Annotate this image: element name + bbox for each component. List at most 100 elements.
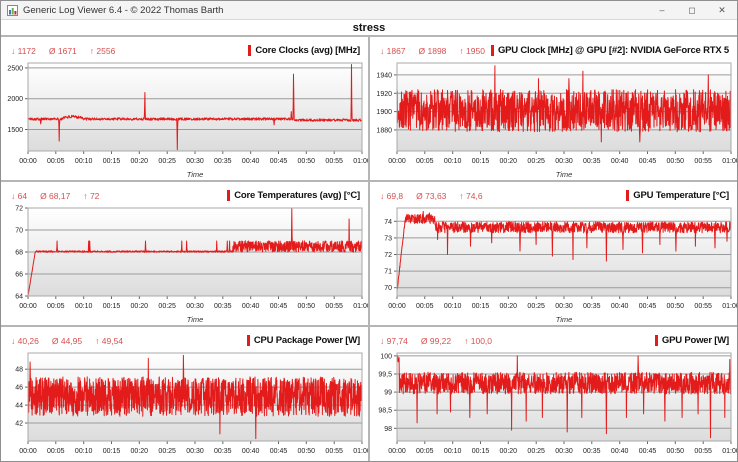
svg-text:00:15: 00:15 bbox=[103, 158, 121, 165]
window-controls: – ◻ ✕ bbox=[647, 1, 737, 19]
svg-text:Time: Time bbox=[556, 315, 573, 324]
stat-min: ↓ 69,8 bbox=[380, 190, 404, 201]
svg-text:71: 71 bbox=[384, 269, 392, 276]
app-icon bbox=[7, 4, 18, 16]
svg-text:00:55: 00:55 bbox=[694, 303, 712, 310]
svg-text:00:00: 00:00 bbox=[388, 448, 406, 455]
svg-text:00:15: 00:15 bbox=[103, 448, 121, 455]
svg-text:00:20: 00:20 bbox=[131, 448, 149, 455]
chart-legend: CPU Package Power [W] bbox=[246, 335, 360, 346]
svg-text:01:00: 01:00 bbox=[353, 303, 368, 310]
window-title: Generic Log Viewer 6.4 - © 2022 Thomas B… bbox=[23, 4, 224, 16]
chart-title: GPU Power [W] bbox=[661, 335, 729, 346]
legend-color-bar bbox=[246, 335, 250, 346]
svg-text:00:40: 00:40 bbox=[611, 303, 629, 310]
svg-text:00:45: 00:45 bbox=[270, 448, 288, 455]
svg-text:00:50: 00:50 bbox=[667, 448, 685, 455]
svg-text:70: 70 bbox=[384, 285, 392, 292]
svg-text:00:35: 00:35 bbox=[214, 448, 232, 455]
svg-text:00:25: 00:25 bbox=[527, 158, 545, 165]
stat-avg: Ø 68,17 bbox=[40, 190, 71, 201]
svg-text:00:30: 00:30 bbox=[186, 448, 204, 455]
svg-text:46: 46 bbox=[15, 385, 23, 392]
svg-text:01:00: 01:00 bbox=[722, 448, 737, 455]
svg-text:44: 44 bbox=[15, 403, 23, 410]
svg-text:00:25: 00:25 bbox=[527, 448, 545, 455]
minimize-button[interactable]: – bbox=[659, 5, 665, 15]
svg-text:74: 74 bbox=[384, 219, 392, 226]
chart-header: ↓ 1867 Ø 1898 ↑ 1950 GPU Clock [MHz] @ G… bbox=[370, 37, 737, 58]
legend-color-bar bbox=[248, 45, 252, 56]
svg-text:68: 68 bbox=[15, 250, 23, 257]
chart-plot-gpu-temperature[interactable]: 70 71 72 73 74 00:00 00:05 00:10 00:15 00:20 00:25… bbox=[370, 205, 737, 325]
svg-text:1880: 1880 bbox=[376, 127, 392, 134]
svg-text:Time: Time bbox=[187, 460, 204, 462]
chart-plot-gpu-power[interactable]: 98 98,5 99 99,5 100 00:00 00:05 00:10 00:15 00:20… bbox=[370, 350, 737, 462]
chart-panel-core-clocks: ↓ 1172 Ø 1671 ↑ 2556 Core Clocks (avg) [… bbox=[1, 37, 368, 180]
svg-text:00:45: 00:45 bbox=[270, 158, 288, 165]
svg-text:66: 66 bbox=[15, 272, 23, 279]
legend-color-bar bbox=[227, 190, 231, 201]
close-button[interactable]: ✕ bbox=[718, 4, 726, 15]
svg-text:00:30: 00:30 bbox=[186, 303, 204, 310]
svg-text:00:30: 00:30 bbox=[555, 303, 573, 310]
svg-text:00:00: 00:00 bbox=[388, 158, 406, 165]
svg-text:00:25: 00:25 bbox=[158, 448, 176, 455]
svg-text:00:55: 00:55 bbox=[694, 448, 712, 455]
svg-text:00:15: 00:15 bbox=[472, 448, 490, 455]
chart-plot-gpu-clock[interactable]: 1880 1900 1920 1940 00:00 00:05 00:10 00:15 00:2… bbox=[370, 60, 737, 180]
svg-text:00:45: 00:45 bbox=[639, 448, 657, 455]
legend-color-bar bbox=[626, 190, 630, 201]
svg-text:00:45: 00:45 bbox=[639, 158, 657, 165]
stat-min: ↓ 64 bbox=[11, 190, 28, 201]
svg-text:00:00: 00:00 bbox=[19, 158, 37, 165]
stat-avg: Ø 73,63 bbox=[416, 190, 447, 201]
svg-text:2500: 2500 bbox=[7, 65, 23, 72]
svg-text:00:20: 00:20 bbox=[500, 158, 518, 165]
svg-text:00:50: 00:50 bbox=[667, 303, 685, 310]
chart-stats: ↓ 1867 Ø 1898 ↑ 1950 bbox=[380, 46, 485, 56]
chart-plot-core-temperatures[interactable]: 64 66 68 70 72 00:00 00:05 00:10 00:15 00:20 00:25… bbox=[1, 205, 368, 325]
svg-text:00:40: 00:40 bbox=[242, 448, 260, 455]
svg-text:01:00: 01:00 bbox=[722, 303, 737, 310]
chart-title: GPU Clock [MHz] @ GPU [#2]: NVIDIA GeFor… bbox=[497, 45, 729, 56]
svg-text:00:05: 00:05 bbox=[416, 448, 434, 455]
svg-text:Time: Time bbox=[556, 170, 573, 179]
svg-text:00:40: 00:40 bbox=[611, 448, 629, 455]
svg-text:00:10: 00:10 bbox=[75, 303, 93, 310]
chart-title: Core Clocks (avg) [MHz] bbox=[255, 45, 360, 56]
chart-stats: ↓ 1172 Ø 1671 ↑ 2556 bbox=[11, 46, 115, 56]
svg-text:00:50: 00:50 bbox=[298, 448, 316, 455]
svg-text:00:20: 00:20 bbox=[500, 303, 518, 310]
chart-header: ↓ 97,74 Ø 99,22 ↑ 100,0 GPU Power [W] bbox=[370, 327, 737, 348]
chart-header: ↓ 1172 Ø 1671 ↑ 2556 Core Clocks (avg) [… bbox=[1, 37, 368, 58]
svg-text:00:05: 00:05 bbox=[47, 158, 65, 165]
chart-plot-cpu-package-power[interactable]: 42 44 46 48 00:00 00:05 00:10 00:15 00:20 00:25 00… bbox=[1, 350, 368, 462]
svg-text:1500: 1500 bbox=[7, 127, 23, 134]
svg-text:1920: 1920 bbox=[376, 91, 392, 98]
stat-max: ↑ 100,0 bbox=[464, 335, 493, 346]
chart-title: GPU Temperature [°C] bbox=[633, 190, 729, 201]
svg-text:00:05: 00:05 bbox=[416, 158, 434, 165]
maximize-button[interactable]: ◻ bbox=[688, 4, 696, 15]
svg-text:00:10: 00:10 bbox=[75, 448, 93, 455]
chart-plot-core-clocks[interactable]: 1500 2000 2500 00:00 00:05 00:10 00:15 00:20 00:… bbox=[1, 60, 368, 180]
chart-header: ↓ 64 Ø 68,17 ↑ 72 Core Temperatures (avg… bbox=[1, 182, 368, 203]
svg-text:00:10: 00:10 bbox=[444, 303, 462, 310]
svg-text:100: 100 bbox=[380, 353, 392, 360]
svg-text:1900: 1900 bbox=[376, 109, 392, 116]
chart-panel-gpu-temperature: ↓ 69,8 Ø 73,63 ↑ 74,6 GPU Temperature [°… bbox=[370, 182, 737, 325]
svg-text:98,5: 98,5 bbox=[378, 408, 392, 415]
stat-max: ↑ 74,6 bbox=[459, 190, 483, 201]
stat-avg: Ø 44,95 bbox=[51, 335, 83, 346]
svg-text:00:15: 00:15 bbox=[472, 158, 490, 165]
svg-text:00:30: 00:30 bbox=[186, 158, 204, 165]
svg-text:99: 99 bbox=[384, 390, 392, 397]
stat-max: ↑ 72 bbox=[83, 190, 100, 201]
svg-text:00:00: 00:00 bbox=[19, 448, 37, 455]
chart-stats: ↓ 69,8 Ø 73,63 ↑ 74,6 bbox=[380, 191, 483, 201]
svg-text:00:20: 00:20 bbox=[500, 448, 518, 455]
chart-legend: GPU Temperature [°C] bbox=[626, 190, 729, 201]
svg-text:48: 48 bbox=[15, 367, 23, 374]
